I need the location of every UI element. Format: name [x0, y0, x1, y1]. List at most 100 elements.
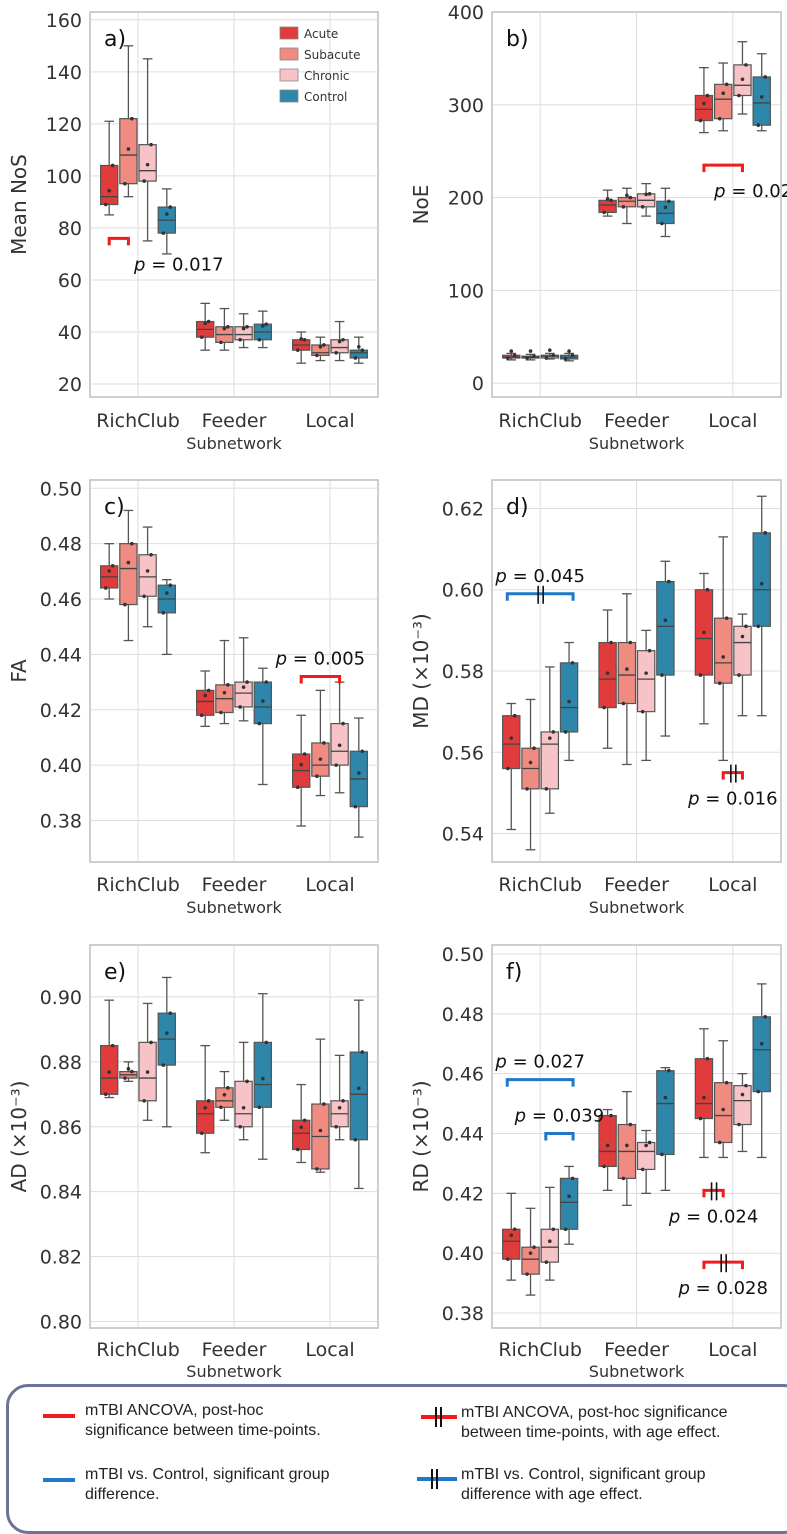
data-point [567, 349, 571, 353]
blue-line-icon [43, 1478, 75, 1482]
box-chronic-richclub [540, 348, 560, 360]
key-group-line1: mTBI vs. Control, significant group [85, 1466, 330, 1483]
box-chronic-feeder [234, 1041, 253, 1141]
box-control-local [752, 53, 771, 132]
box-subacute-richclub [119, 1061, 138, 1082]
y-tick-label: 0.42 [442, 1183, 484, 1205]
p-symbol: p [713, 181, 725, 202]
box-iqr [636, 1141, 656, 1171]
box-iqr [656, 580, 675, 676]
box-iqr [598, 641, 617, 709]
p-symbol: p [494, 1052, 506, 1073]
box-iqr [694, 94, 714, 122]
panel-label: a) [104, 27, 126, 52]
data-point [609, 640, 613, 645]
data-point [257, 721, 262, 726]
y-tick-label: 0.40 [40, 755, 82, 777]
box-iqr [311, 344, 330, 356]
y-tick-label: 0.50 [442, 944, 484, 966]
box-control-richclub [559, 349, 579, 362]
panel-label: e) [104, 960, 126, 985]
data-point [126, 147, 131, 151]
data-point [551, 1227, 556, 1232]
box-iqr [656, 200, 675, 225]
data-point [357, 771, 361, 775]
box-iqr [119, 543, 138, 606]
box-chronic-richclub [138, 58, 157, 242]
data-point [544, 787, 549, 791]
box-acute-feeder [598, 1108, 617, 1192]
significance-bracket [702, 163, 744, 173]
series-legend: Acute Subacute Chronic Control [279, 26, 360, 104]
box-iqr [752, 1016, 771, 1093]
box-control-local [349, 336, 369, 364]
data-point [145, 569, 150, 573]
x-axis-label: Subnetwork [589, 1362, 685, 1381]
x-tick-label: Local [305, 1339, 354, 1361]
y-tick-label: 400 [448, 2, 484, 24]
box-acute-local [292, 331, 311, 364]
panel-e: 0.80 0.82 0.84 0.86 0.88 0.90 RichClub Feeder Lo… [7, 944, 379, 1381]
box-iqr [713, 83, 733, 120]
data-point [261, 1076, 265, 1081]
box-acute-richclub [502, 1192, 521, 1281]
data-point [532, 746, 536, 751]
x-axis-label: Subnetwork [186, 434, 282, 453]
data-point [698, 118, 703, 123]
plot-frame [491, 11, 782, 398]
box-iqr [349, 1051, 369, 1141]
data-point [360, 749, 365, 754]
box-control-feeder [656, 1067, 675, 1192]
data-point [628, 1122, 633, 1127]
data-point [103, 586, 108, 590]
data-point [238, 1124, 242, 1129]
p-value-label: p = 0.02 [713, 181, 787, 202]
plot-frame [89, 11, 379, 398]
p-symbol: p [668, 1206, 680, 1227]
p-symbol: p [687, 789, 699, 810]
x-tick-label: Local [305, 410, 354, 432]
plot-frame [491, 479, 782, 863]
key-group-age-line2: difference with age effect. [461, 1486, 643, 1503]
data-point [724, 1080, 729, 1085]
data-point [353, 804, 358, 809]
box-iqr [559, 1177, 579, 1230]
data-point [219, 340, 223, 345]
data-point [717, 681, 722, 685]
data-point [759, 581, 764, 586]
data-point [628, 640, 633, 645]
data-point [744, 63, 748, 67]
data-point [226, 683, 230, 687]
data-point [261, 699, 265, 703]
box-chronic-local [733, 41, 752, 115]
significance-key: mTBI ANCOVA, post-hoc significance betwe… [6, 1384, 787, 1534]
data-point [563, 1227, 568, 1232]
x-axis-label: Subnetwork [589, 898, 685, 917]
data-point [563, 730, 568, 734]
data-point [525, 787, 529, 791]
data-point [663, 618, 668, 623]
box-control-local [752, 495, 771, 717]
p-value: = 0.024 [680, 1206, 758, 1227]
box-iqr [234, 1080, 253, 1128]
box-chronic-local [330, 320, 349, 362]
data-point [318, 344, 323, 349]
data-point [103, 202, 108, 207]
data-point [625, 193, 629, 198]
data-point [130, 116, 134, 121]
annotation-group-age: p = 0.045 [494, 566, 585, 604]
data-point [628, 195, 633, 200]
data-point [525, 1272, 529, 1276]
box-subacute-feeder [617, 187, 637, 225]
y-tick-label: 0.90 [40, 987, 82, 1009]
data-point [168, 1011, 173, 1015]
panel-label: f) [506, 960, 522, 985]
box-control-feeder [253, 310, 272, 349]
annotation-time: p = 0.005 [275, 649, 365, 684]
x-tick-label: RichClub [96, 1339, 180, 1361]
box-control-richclub [157, 579, 176, 656]
panel-d: 0.54 0.56 0.58 0.60 0.62 RichClub Feeder Local S… [409, 479, 782, 917]
data-point [702, 1095, 706, 1100]
data-point [165, 212, 169, 216]
